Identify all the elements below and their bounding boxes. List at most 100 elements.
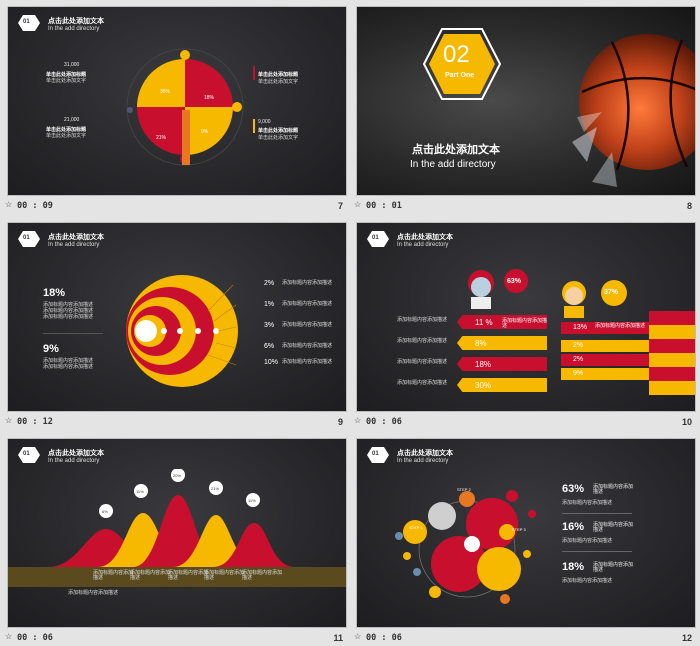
desc-text: 添加标题内容添加描述 [282,280,333,286]
desc-text: 添加标题内容添加描述 [397,338,448,344]
slide-number: 9 [337,417,343,427]
desc-text: 添加标题内容添加描述 [593,562,634,573]
transition-icon: ☆ [354,416,362,425]
item-body: 单击此处添加文字 [46,133,87,139]
ring-percent: 2% [264,280,275,287]
slide-subtitle: In the add directory [397,242,449,248]
big-percent: 63% [562,483,585,495]
bar-red [561,322,649,334]
bar-yellow [649,381,695,395]
footer-text: 添加标题内容添加描述 [68,590,119,596]
desc-text: 添加标题内容添加描述 [593,484,634,495]
bubble-cluster-chart [395,490,536,604]
slide-thumbnail-11[interactable]: 01 点击此处添加文本 In the add directory 6% 11% … [7,438,347,628]
left-percent: 11 % [475,318,493,327]
transition-icon: ☆ [5,200,13,209]
slide-title: 点击此处添加文本 [48,18,104,25]
item-title: 单击此处添加标题 [46,127,87,133]
slide-thumbnail-12[interactable]: 01 点击此处添加文本 In the add directory STEP 1 … [356,438,696,628]
item-title: 单击此处添加标题 [258,72,299,78]
right-percent: 13% [573,324,588,331]
bubble-percent: 21% [211,486,220,491]
bar-yellow [649,325,695,339]
item-body: 单击此处添加文字 [258,135,299,141]
slide-cell-9[interactable]: 01 点击此处添加文本 In the add directory 18% 添加标… [5,222,347,432]
slide-subtitle: In the add directory [397,458,449,464]
slide-title: 点击此处添加文本 [397,234,453,241]
desc-text: 添加标题内容添加描述 [43,302,94,308]
slide-subtitle: In the add directory [48,458,100,464]
slide-number: 7 [337,201,343,211]
bar-yellow [649,353,695,367]
right-percent: 2% [573,342,584,349]
item-body: 单击此处添加文字 [258,79,299,85]
slide-subtitle: In the add directory [48,242,100,248]
puzzle-label: 35% [160,89,171,95]
puzzle-label: 18% [204,95,215,101]
desc-text: 添加标题内容添加描述 [562,538,613,544]
big-percent: 16% [562,521,585,533]
puzzle-label: 21% [156,135,167,141]
section-title: 点击此处添加文本 [412,144,500,156]
slide-cell-10[interactable]: 01 点击此处添加文本 In the add directory 63% 37%… [354,222,696,432]
bell-curve-chart [8,469,346,587]
hexagon-badge-icon [18,231,40,247]
slide-thumbnail-10[interactable]: 01 点击此处添加文本 In the add directory 63% 37%… [356,222,696,412]
desc-text: 添加标题内容添加描述 [502,318,548,329]
slide-thumbnail-8[interactable]: 02 Part One 点击此处添加文本 In the add director… [356,6,696,196]
bar-yellow [457,378,547,392]
slide-title: 点击此处添加文本 [48,450,104,457]
value-label: 9,000 [258,119,271,125]
desc-text: 添加标题内容添加描述 [43,308,94,314]
bar-red [561,354,649,366]
badge-number: 01 [23,19,30,25]
left-percent: 30% [475,381,492,390]
slide-cell-11[interactable]: 01 点击此处添加文本 In the add directory 6% 11% … [5,438,347,646]
slide-number: 11 [333,633,343,643]
bubble-percent: 20% [173,473,182,478]
puzzle-label: 9% [201,129,209,135]
slide-time: 00 : 06 [17,633,53,643]
hexagon-part-icon [422,28,502,100]
badge-number: 01 [372,235,379,241]
slide-time: 00 : 06 [366,417,402,427]
desc-text: 添加标题内容添加描述 [397,317,448,323]
slide-cell-7[interactable]: 01 点击此处添加文本 In the add directory 31,000 … [5,6,347,216]
bubble-percent: 6% [102,509,108,514]
slide-number: 8 [686,201,692,211]
slide-cell-8[interactable]: 02 Part One 点击此处添加文本 In the add director… [354,6,696,216]
part-number: 02 [443,41,470,68]
slide-thumbnail-9[interactable]: 01 点击此处添加文本 In the add directory 18% 添加标… [7,222,347,412]
bubble-percent: 11% [248,498,256,503]
desc-text: 添加标题内容添加描述 [595,323,646,329]
desc-text: 添加标题内容添加描述 [242,570,283,581]
slide-cell-12[interactable]: 01 点击此处添加文本 In the add directory STEP 1 … [354,438,696,646]
desc-text: 添加标题内容添加描述 [130,570,171,581]
bar-red [457,315,547,329]
desc-text: 添加标题内容添加描述 [93,570,134,581]
slide-subtitle: In the add directory [48,26,100,32]
badge-percent: 37% [604,289,619,296]
desc-text: 添加标题内容添加描述 [204,570,245,581]
slide-time: 00 : 12 [17,417,53,427]
slide-thumbnail-7[interactable]: 01 点击此处添加文本 In the add directory 31,000 … [7,6,347,196]
concentric-circles-chart [126,275,238,387]
step-label: STEP 2 [457,487,471,492]
ring-percent: 6% [264,343,275,350]
hexagon-badge-icon [18,15,40,31]
value-label: 21,000 [64,117,80,123]
percent-badge [504,269,528,293]
big-percent: 18% [562,561,585,573]
slide-time: 00 : 01 [366,201,402,211]
desc-text: 添加标题内容添加描述 [562,578,613,584]
badge-number: 01 [23,451,30,457]
desc-text: 添加标题内容添加描述 [43,314,94,320]
slide-number: 12 [681,633,692,643]
slide-title: 点击此处添加文本 [397,450,453,457]
puzzle-chart [126,48,244,166]
right-percent: 2% [573,356,584,363]
badge-number: 01 [372,451,379,457]
slide-time: 00 : 09 [17,201,53,211]
slide-title: 点击此处添加文本 [48,234,104,241]
big-percent: 18% [43,287,66,299]
